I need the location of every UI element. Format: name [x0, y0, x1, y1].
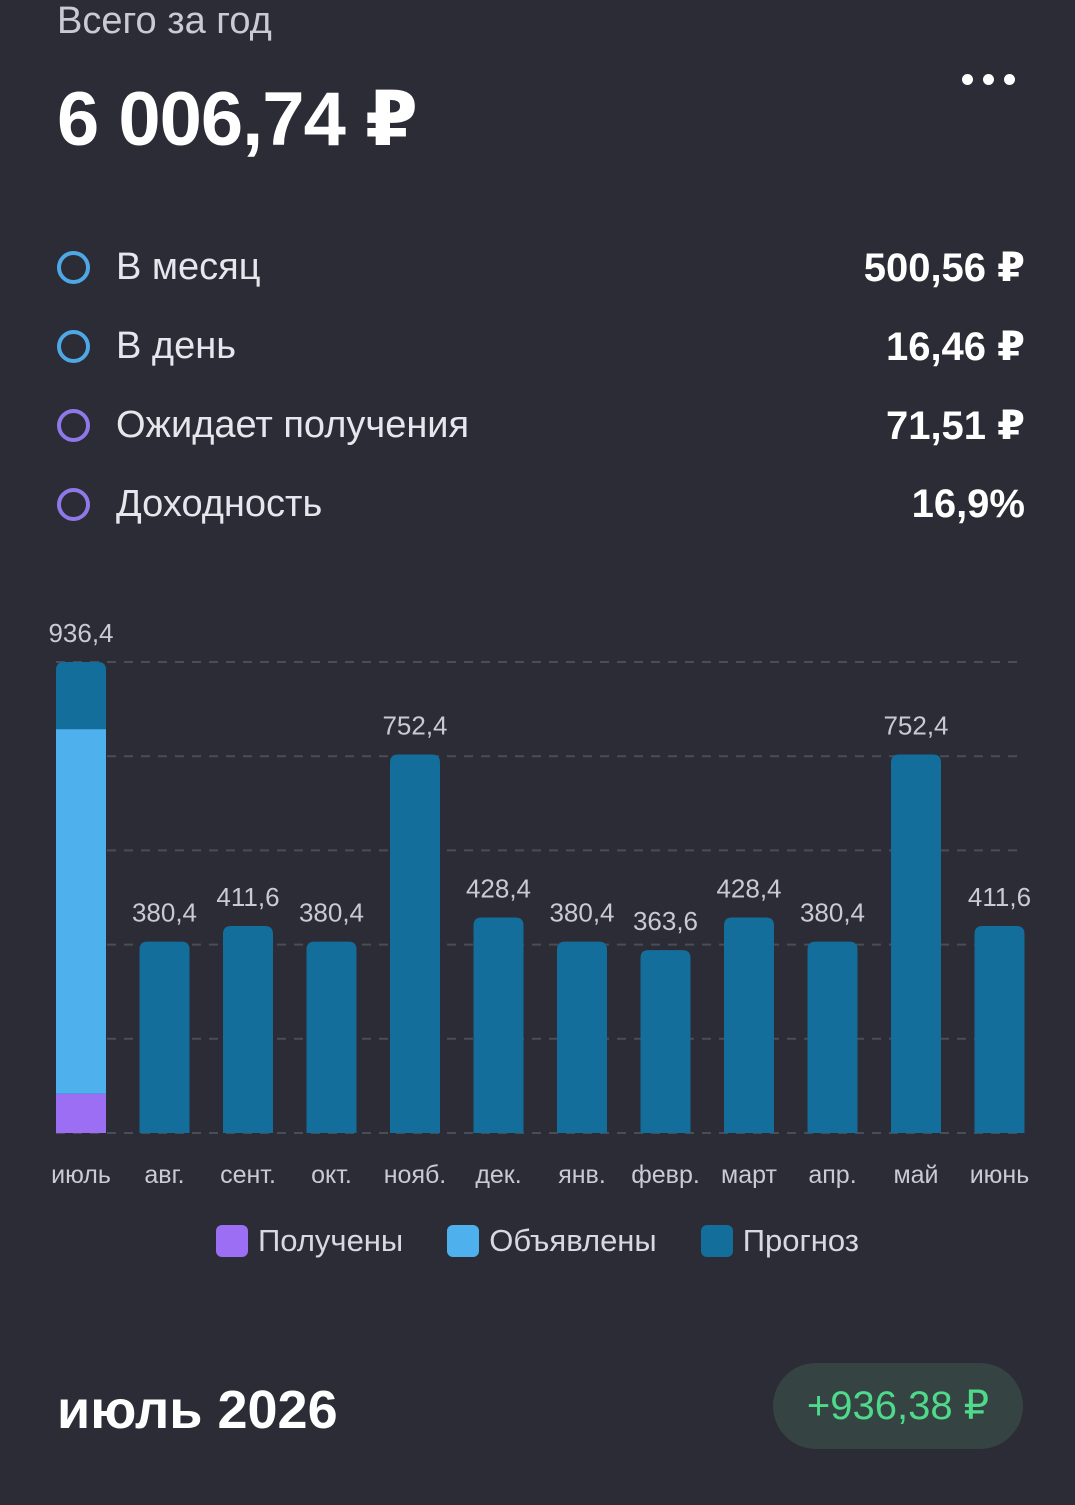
- x-tick-label: февр.: [631, 1161, 700, 1189]
- circle-icon: [57, 330, 90, 363]
- bar-value-label: 411,6: [968, 882, 1031, 912]
- bar-segment: [807, 941, 858, 1133]
- bar-value-label: 752,4: [382, 711, 447, 741]
- bar-segment: [306, 941, 357, 1133]
- subtitle: Всего за год: [57, 0, 272, 42]
- bar-segment: [974, 925, 1025, 1133]
- bar-segment: [139, 941, 190, 1133]
- stat-label: В месяц: [116, 246, 261, 288]
- more-horizontal-icon-dot: [982, 73, 994, 85]
- dividends-chart: 936,4 июль 380,4 авг. 411,6 сент. 380,4 окт. 752…: [0, 590, 1075, 1290]
- legend-item-received[interactable]: Получены: [215, 1223, 404, 1259]
- stat-label: Ожидает получения: [116, 404, 470, 446]
- stat-value: 71,51 ₽: [885, 403, 1025, 448]
- bar-value-label: 428,4: [466, 874, 531, 904]
- bar-chart-svg: 936,4 июль 380,4 авг. 411,6 сент. 380,4 окт. 752…: [48, 618, 1031, 1189]
- x-tick-label: март: [721, 1161, 777, 1189]
- bar-segment: [473, 917, 524, 1133]
- bar-segment: [557, 941, 607, 1133]
- bar-segment: [724, 917, 774, 1133]
- stat-value: 16,46 ₽: [885, 324, 1025, 369]
- x-tick-label: окт.: [311, 1161, 352, 1189]
- legend-swatch-announced: [447, 1225, 480, 1257]
- legend-item-forecast[interactable]: Прогноз: [700, 1223, 860, 1259]
- bar-value-label: 380,4: [132, 898, 197, 928]
- bar-value-label: 380,4: [299, 898, 364, 928]
- bar-value-label: 363,6: [633, 906, 698, 936]
- bar-value-label: 380,4: [800, 898, 865, 928]
- stat-value: 16,9%: [911, 482, 1025, 526]
- x-tick-label: сент.: [220, 1161, 276, 1189]
- bar-segment: [56, 662, 106, 730]
- bar-value-label: 936,4: [48, 618, 113, 648]
- x-tick-label: дек.: [475, 1161, 521, 1189]
- total-amount: 6 006,74 ₽: [57, 77, 418, 162]
- bar-value-label: 428,4: [716, 874, 781, 904]
- x-tick-label: нояб.: [384, 1161, 447, 1189]
- bar-segment: [891, 754, 941, 1133]
- more-horizontal-icon: [961, 73, 973, 85]
- period-amount-badge[interactable]: +936,38 ₽: [773, 1363, 1023, 1449]
- stat-row-monthly: В месяц 500,56 ₽: [57, 228, 1025, 307]
- more-options-button[interactable]: [950, 60, 1026, 98]
- x-tick-label: июнь: [970, 1161, 1030, 1189]
- period-title: июль 2026: [57, 1380, 338, 1440]
- bar-segment: [56, 729, 106, 1094]
- legend-label: Получены: [257, 1223, 404, 1258]
- x-tick-label: май: [893, 1161, 938, 1189]
- legend-swatch-received: [215, 1225, 248, 1257]
- stat-value: 500,56 ₽: [863, 245, 1025, 290]
- circle-icon: [57, 251, 90, 284]
- legend-item-announced[interactable]: Объявлены: [447, 1223, 657, 1259]
- stat-row-yield: Доходность 16,9%: [57, 465, 1025, 544]
- stat-row-daily: В день 16,46 ₽: [57, 307, 1025, 386]
- bar-value-label: 752,4: [883, 711, 948, 741]
- more-horizontal-icon-dot: [1003, 73, 1015, 85]
- x-tick-label: авг.: [144, 1161, 184, 1189]
- legend-swatch-forecast: [700, 1225, 733, 1257]
- stat-label: В день: [116, 325, 236, 367]
- circle-icon: [57, 409, 90, 442]
- stat-row-pending: Ожидает получения 71,51 ₽: [57, 386, 1025, 465]
- bar-value-label: 411,6: [216, 882, 279, 912]
- circle-icon: [57, 488, 90, 521]
- stat-label: Доходность: [116, 483, 323, 525]
- legend-label: Объявлены: [489, 1223, 657, 1258]
- bar-segment: [390, 754, 440, 1133]
- bar-value-label: 380,4: [549, 898, 614, 928]
- x-tick-label: янв.: [558, 1161, 606, 1189]
- bar-segment: [640, 950, 691, 1133]
- bar-segment: [56, 1093, 106, 1133]
- bar-segment: [223, 925, 273, 1133]
- legend-label: Прогноз: [742, 1223, 860, 1258]
- stats-list: В месяц 500,56 ₽ В день 16,46 ₽ Ожидает …: [57, 228, 1025, 544]
- chart-legend: Получены Объявлены Прогноз: [0, 1218, 1075, 1264]
- x-tick-label: июль: [51, 1161, 111, 1189]
- x-tick-label: апр.: [808, 1161, 856, 1189]
